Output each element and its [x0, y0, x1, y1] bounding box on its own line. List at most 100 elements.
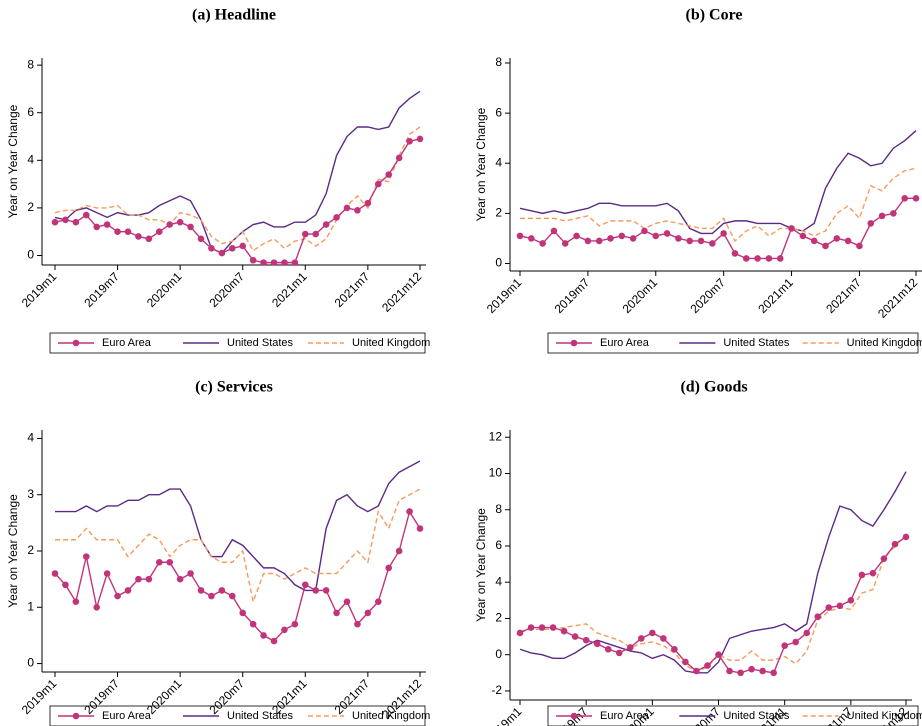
data-point [322, 221, 330, 228]
data-point [731, 250, 739, 257]
legend-label: United Kingdom [352, 337, 430, 349]
y-tick-label: 1 [27, 599, 34, 613]
series-line [519, 536, 907, 674]
data-point [114, 228, 121, 235]
data-point [176, 575, 184, 583]
data-point [51, 570, 59, 577]
data-point [539, 240, 546, 247]
data-point [867, 220, 875, 227]
x-tick-label: 2020m1 [144, 269, 185, 310]
series-line [519, 130, 917, 235]
series-line [520, 167, 917, 243]
x-tick-label: 2019m1 [484, 275, 525, 316]
data-point [103, 570, 111, 577]
data-point [571, 633, 579, 640]
data-point [641, 227, 648, 235]
data-point [890, 210, 897, 217]
series-line [54, 509, 421, 642]
legend-label: United Kingdom [847, 337, 922, 349]
y-tick-label: 8 [495, 502, 502, 516]
data-point [781, 642, 788, 649]
data-point [166, 221, 174, 228]
series-line [54, 138, 421, 264]
y-tick-label: 4 [27, 152, 34, 166]
data-point [638, 635, 645, 642]
data-point [604, 645, 612, 653]
data-point [364, 609, 372, 617]
data-point [560, 627, 568, 635]
data-point [72, 598, 80, 605]
y-tick-label: 2 [495, 611, 502, 625]
data-point [759, 667, 766, 675]
data-point [82, 211, 90, 219]
y-tick-label: 4 [495, 155, 502, 169]
data-point [62, 581, 69, 589]
data-point [354, 206, 361, 214]
y-tick-label: 6 [495, 538, 502, 552]
data-point [51, 218, 59, 226]
legend-marker [570, 712, 578, 720]
data-point [270, 637, 278, 645]
data-point [833, 235, 841, 242]
data-point [187, 570, 194, 577]
y-tick-label: 2 [27, 543, 34, 557]
data-point [901, 195, 908, 202]
data-point [742, 255, 750, 262]
data-point [416, 525, 424, 532]
legend-label: Euro Area [102, 710, 152, 722]
data-point [312, 587, 320, 594]
chart-title: (b) Core [685, 7, 742, 24]
data-point [765, 255, 773, 262]
data-point [228, 592, 236, 600]
data-point [573, 232, 580, 240]
y-axis-label: Year on Year Change [6, 104, 20, 218]
series-line [54, 90, 421, 254]
data-point [776, 255, 784, 262]
data-point [354, 620, 361, 628]
x-tick-label: 2021m7 [823, 275, 864, 316]
data-point [364, 199, 372, 207]
data-point [629, 235, 637, 242]
data-point [218, 587, 226, 594]
data-point [103, 221, 111, 228]
data-point [301, 230, 309, 238]
x-tick-label: 2019m7 [550, 704, 591, 726]
x-tick-label: 2020m1 [620, 275, 661, 316]
data-point [704, 662, 711, 669]
x-tick-label: 2021m1 [269, 269, 310, 310]
data-point [660, 635, 667, 642]
y-tick-label: 10 [489, 466, 503, 480]
data-point [858, 571, 866, 579]
data-point [593, 640, 601, 648]
data-point [814, 613, 822, 620]
data-point [187, 223, 194, 231]
data-point [880, 555, 888, 562]
data-point [197, 587, 205, 594]
data-point [281, 626, 288, 634]
data-point [912, 195, 920, 202]
x-tick-label: 2019m1 [19, 269, 60, 310]
series-line [519, 471, 907, 674]
x-tick-label: 2020m7 [207, 269, 248, 310]
y-tick-label: 8 [27, 57, 34, 71]
data-point [856, 242, 863, 250]
x-tick-label: 2021m1 [755, 275, 796, 316]
y-tick-label: 12 [489, 429, 503, 443]
data-point [406, 137, 413, 145]
data-point [652, 232, 660, 240]
data-point [792, 638, 800, 646]
data-point [385, 171, 393, 178]
data-point [891, 540, 899, 548]
y-tick-label: 6 [495, 105, 502, 119]
data-point [124, 587, 132, 594]
data-point [291, 259, 299, 266]
data-point [869, 569, 877, 577]
data-point [62, 216, 69, 224]
y-tick-label: 8 [495, 55, 502, 69]
y-tick-label: -2 [491, 683, 502, 697]
data-point [675, 235, 682, 242]
data-point [847, 597, 855, 604]
data-point [715, 651, 722, 658]
series-line [54, 126, 421, 252]
data-point [709, 240, 716, 247]
